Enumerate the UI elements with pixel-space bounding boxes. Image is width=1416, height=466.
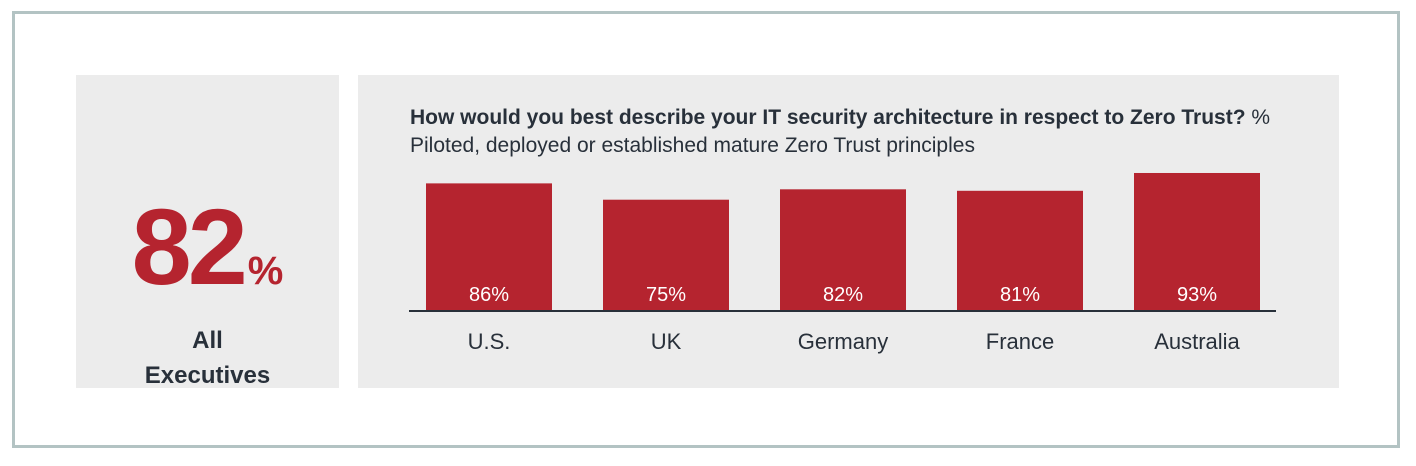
bar-france: [957, 190, 1083, 311]
category-label: Australia: [1154, 329, 1240, 354]
chart-subtitle: % Piloted, deployed or established matur…: [410, 106, 1271, 157]
stat-label-line2: Executives: [144, 362, 271, 389]
category-label: UK: [651, 329, 682, 354]
bar-value-label: 93%: [1177, 284, 1217, 306]
category-label: France: [986, 329, 1054, 354]
category-label: U.S.: [468, 329, 511, 354]
bar-germany: [780, 189, 906, 311]
chart-title: How would you best describe your IT secu…: [410, 104, 1310, 160]
stat-label: All Executives: [76, 323, 339, 393]
stat-number: 82: [131, 186, 248, 307]
headline-stat-panel: 82% All Executives: [76, 75, 339, 389]
bar-us: [426, 183, 552, 311]
bar-value-label: 82%: [823, 284, 863, 306]
bar-value-label: 75%: [646, 284, 686, 306]
outer-frame: [12, 11, 1400, 448]
category-label: Germany: [798, 329, 888, 354]
headline-stat-value: 82%: [76, 193, 339, 301]
stat-unit: %: [247, 249, 284, 293]
bar-uk: [603, 199, 729, 311]
bar-australia: [1134, 172, 1260, 311]
bar-value-label: 86%: [469, 284, 509, 306]
chart-question: How would you best describe your IT secu…: [410, 106, 1246, 129]
bar-value-label: 81%: [1000, 284, 1040, 306]
stat-label-line1: All: [192, 327, 223, 354]
